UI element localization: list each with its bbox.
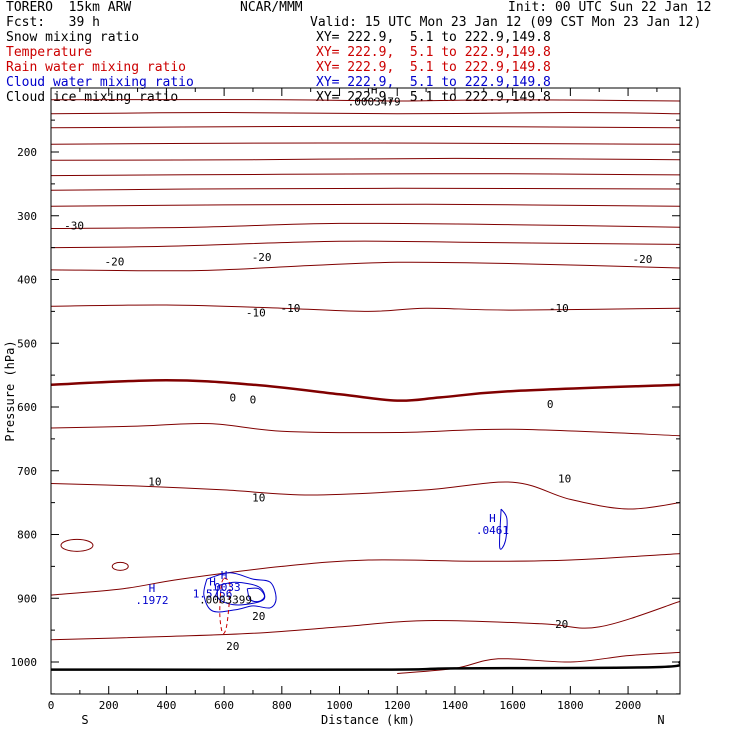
extremum-value: .0461	[476, 524, 509, 537]
isotherm-0	[51, 378, 680, 402]
field-xy-snow: XY= 222.9, 5.1 to 222.9,149.8	[316, 30, 551, 45]
isotherm-m30	[51, 187, 680, 191]
contour-label: -20	[105, 256, 125, 269]
isotherm-m50	[51, 125, 680, 129]
cloud-water-contour	[216, 581, 266, 606]
extremum-value: .1972	[135, 594, 168, 607]
x-tick-label: 0	[48, 699, 55, 712]
extremum-marker: H	[489, 512, 496, 525]
field-xy-rain: XY= 222.9, 5.1 to 222.9,149.8	[316, 60, 551, 75]
field-xy-cloud-water: XY= 222.9, 5.1 to 222.9,149.8	[316, 75, 551, 90]
contour-label: 20	[226, 640, 239, 653]
contour-label: -20	[252, 251, 272, 264]
contour-label: -10	[549, 302, 569, 315]
y-tick-label: 900	[17, 592, 37, 605]
model-name: TORERO 15km ARW	[6, 0, 132, 15]
x-tick-label: 1600	[499, 699, 526, 712]
contour-label: 10	[558, 472, 571, 485]
field-name-rain: Rain water mixing ratio	[6, 60, 187, 75]
y-tick-label: 500	[17, 337, 37, 350]
contour-label: 0	[229, 391, 236, 404]
contour-label: 20	[555, 618, 568, 631]
contour-label: 10	[148, 476, 161, 489]
y-tick-label: 400	[17, 274, 37, 287]
isotherm-5	[51, 422, 680, 437]
chart-header: TORERO 15km ARW NCAR/MMM Init: 00 UTC Su…	[0, 0, 740, 110]
y-tick-label: 600	[17, 401, 37, 414]
x-tick-label: 800	[272, 699, 292, 712]
contour-label: -30	[64, 219, 84, 232]
isotherm-m45	[51, 142, 680, 145]
isotherm-m15	[51, 240, 680, 249]
contour-label: -10	[246, 307, 266, 320]
field-name-temperature: Temperature	[6, 45, 93, 60]
x-tick-label: 2000	[615, 699, 642, 712]
y-tick-label: 300	[17, 210, 37, 223]
y-axis-title: Pressure (hPa)	[3, 340, 17, 441]
extremum-value: .0003399	[199, 594, 252, 607]
extremum-value: .0033	[208, 581, 241, 594]
terrain-line	[51, 660, 680, 671]
extremum-marker: H	[149, 582, 156, 595]
init-time: Init: 00 UTC Sun 22 Jan 12	[508, 0, 712, 15]
closed-contour	[60, 538, 94, 552]
isotherm-25	[397, 651, 680, 674]
isotherm-15	[51, 553, 680, 596]
contour-label: 0	[547, 398, 554, 411]
closed-contour	[111, 561, 129, 571]
forecast-hour: Fcst: 39 h	[6, 15, 100, 30]
contour-label: 0	[250, 393, 257, 406]
isotherm-m20	[51, 222, 680, 229]
rain-contour	[219, 577, 231, 635]
y-tick-label: 700	[17, 465, 37, 478]
isotherm-m40	[51, 157, 680, 161]
x-endpoint-right: N	[657, 713, 664, 727]
x-tick-label: 600	[214, 699, 234, 712]
cloud-water-contour	[203, 572, 277, 613]
x-axis-title: Distance (km)	[321, 713, 415, 727]
x-tick-label: 1000	[326, 699, 353, 712]
isotherm-m10	[51, 261, 680, 272]
x-endpoint-left: S	[81, 713, 88, 727]
isotherm-m25	[51, 203, 680, 207]
contour-label: 10	[252, 492, 265, 505]
extremum-marker: H	[371, 83, 378, 96]
y-tick-label: 200	[17, 146, 37, 159]
field-name-snow: Snow mixing ratio	[6, 30, 140, 45]
extremum-value: 1.5756	[193, 588, 233, 601]
plot-frame	[50, 87, 681, 695]
organization: NCAR/MMM	[240, 0, 303, 15]
field-xy-temperature: XY= 222.9, 5.1 to 222.9,149.8	[316, 45, 551, 60]
isotherm-20	[51, 600, 680, 641]
field-name-cloud-ice: Cloud ice mixing ratio	[6, 90, 179, 105]
extremum-marker: H	[209, 576, 216, 589]
x-tick-label: 1400	[442, 699, 469, 712]
y-tick-label: 800	[17, 529, 37, 542]
isotherm-m35	[51, 173, 680, 177]
isotherm-m5	[51, 304, 680, 312]
contour-label: 20	[252, 610, 265, 623]
x-tick-label: 400	[156, 699, 176, 712]
x-tick-label: 200	[99, 699, 119, 712]
cloud-water-contour	[499, 508, 508, 550]
extremum-marker: H	[221, 569, 228, 582]
valid-time: Valid: 15 UTC Mon 23 Jan 12 (09 CST Mon …	[310, 15, 702, 30]
cloud-water-contour	[246, 587, 266, 603]
isotherm-10	[51, 481, 680, 510]
contour-label: -10	[281, 302, 301, 315]
y-tick-label: 1000	[11, 656, 38, 669]
x-tick-label: 1800	[557, 699, 584, 712]
isotherm-m60	[51, 99, 680, 102]
field-name-cloud-water: Cloud water mixing ratio	[6, 75, 194, 90]
x-tick-label: 1200	[384, 699, 411, 712]
contour-label: -20	[633, 253, 653, 266]
extremum-value: .0003479	[348, 95, 401, 108]
isotherm-m55	[51, 111, 680, 115]
